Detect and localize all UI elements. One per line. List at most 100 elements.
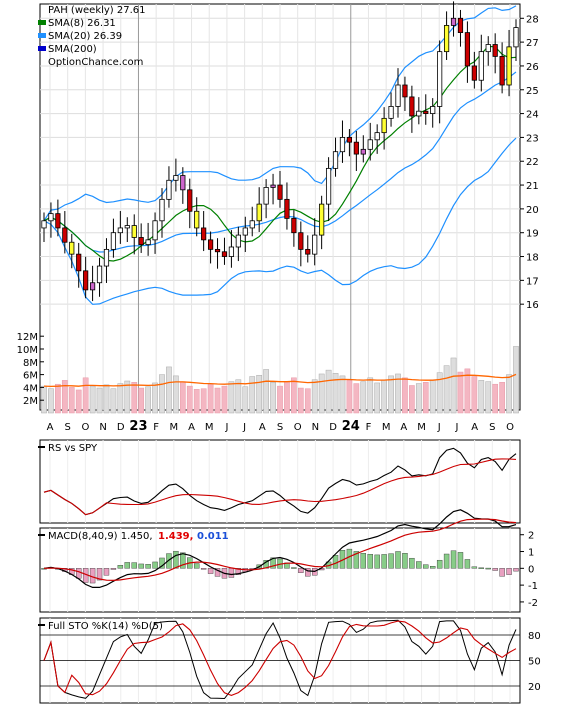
candle-body [367,139,373,150]
candle-body [395,84,401,107]
candle-body [242,227,248,236]
candle-body [360,148,366,155]
volume-bar [41,385,47,414]
candle [76,242,82,288]
candle [110,218,117,258]
price-tick-label: 21 [526,181,539,192]
candle-body [381,117,387,134]
candle [381,107,387,150]
x-tick-label: J [242,422,246,433]
macd-histogram-bar [180,552,186,569]
candle-body [312,234,318,255]
candle [48,202,54,238]
candle-body [214,248,221,253]
macd-histogram-bar [103,568,110,576]
candle [339,120,346,163]
volume-bar [332,373,339,414]
legend-swatch-sma8 [38,20,46,25]
sma20-line [43,71,517,253]
macd-tick-label: 2 [528,531,534,542]
volume-bar [207,383,214,414]
candle [485,36,491,66]
candle [221,237,228,265]
candle-body [89,282,96,291]
x-tick-label: A [188,422,195,433]
price-legend: PAH (weekly) 27.61 SMA(8) 26.31 SMA(20) … [38,5,146,68]
candle [471,51,477,89]
macd-histogram-bar [513,568,519,572]
candle-body [457,17,464,33]
candle [194,197,200,237]
bollinger-upper [43,5,517,222]
candle-body [305,248,311,255]
macd-histogram-bar [443,553,450,569]
price-tick-label: 28 [526,14,539,25]
volume-bar [145,386,151,414]
macd-histogram-bar [416,561,422,569]
volume-bar [242,386,249,414]
x-tick-label: A [471,422,478,433]
candle-body [263,187,269,205]
candle [256,187,262,232]
volume-bar [443,365,450,414]
candle [180,167,186,204]
volume-bar [200,388,207,414]
macd-histogram-bar [207,568,214,574]
price-tick-label: 17 [526,276,539,287]
price-tick-label: 19 [526,229,539,240]
candle [263,179,269,219]
volume-bar [221,385,228,414]
volume-bar [179,381,186,414]
macd-histogram-bar [450,550,457,569]
candle [55,199,61,237]
candle-body [464,32,471,67]
candle [277,171,283,208]
volume-bar [450,357,457,414]
legend-swatch-sma200 [38,46,46,51]
candle-body [319,203,325,236]
price-tick-label: 23 [526,133,539,144]
x-tick-label: D [117,422,125,433]
candle [291,210,297,247]
candle-body [228,246,235,257]
macd-panel: 2 1 0 -1 -2 [39,509,538,613]
volume-bar [402,377,408,414]
x-tick-label: O [81,422,89,433]
legend-sma20: SMA(20) 26.39 [48,31,122,42]
volume-bar [492,383,499,414]
candle [353,130,359,172]
candle [332,137,339,177]
macd-histogram-bar [381,554,387,569]
candle [173,158,179,192]
candle [325,157,332,222]
candle [499,42,505,94]
candle [319,195,325,250]
candle-body [131,225,137,238]
candle [416,97,422,125]
stoch-d-line [43,620,517,696]
candle-body [443,25,450,53]
candle-body [478,51,484,81]
candle [443,11,450,60]
candle [464,21,471,83]
x-tick-label: F [153,422,159,433]
candle-body [62,227,68,243]
candle-body [270,184,276,188]
volume-tick-label: 6M [23,371,38,382]
candle-body [48,213,54,222]
x-tick-label: J [437,422,441,433]
candle [249,206,255,237]
macd-histogram-bar [457,552,464,569]
macd-histogram-bar [200,568,207,570]
candle [492,33,498,74]
rs-line [43,447,517,516]
volume-tick-label: 8M [23,358,38,369]
candle [235,226,241,262]
macd-legend: MACD(8,40,9) 1.450, [48,531,153,542]
price-tick-label: 26 [526,62,539,73]
rs-legend: RS vs SPY [48,443,98,454]
macd-histogram-bar [346,548,353,569]
macd-histogram-bar [388,553,394,569]
volume-bar [55,383,61,414]
